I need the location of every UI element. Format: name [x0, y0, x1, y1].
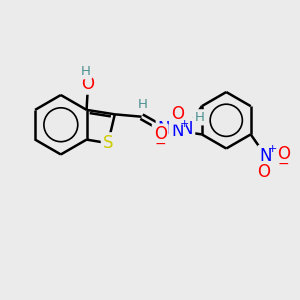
Text: N: N [171, 122, 184, 140]
Text: O: O [258, 163, 271, 181]
Text: N: N [259, 147, 272, 165]
Text: S: S [103, 134, 113, 152]
Text: H: H [195, 111, 205, 124]
Text: H: H [138, 98, 148, 111]
Text: −: − [278, 157, 289, 171]
Text: +: + [267, 144, 277, 154]
Text: O: O [277, 145, 290, 163]
Text: N: N [158, 120, 170, 138]
Text: O: O [154, 125, 167, 143]
Text: −: − [154, 137, 166, 151]
Text: N: N [181, 120, 193, 138]
Text: +: + [179, 119, 189, 129]
Text: O: O [172, 105, 184, 123]
Text: H: H [81, 65, 91, 78]
Text: O: O [82, 75, 94, 93]
